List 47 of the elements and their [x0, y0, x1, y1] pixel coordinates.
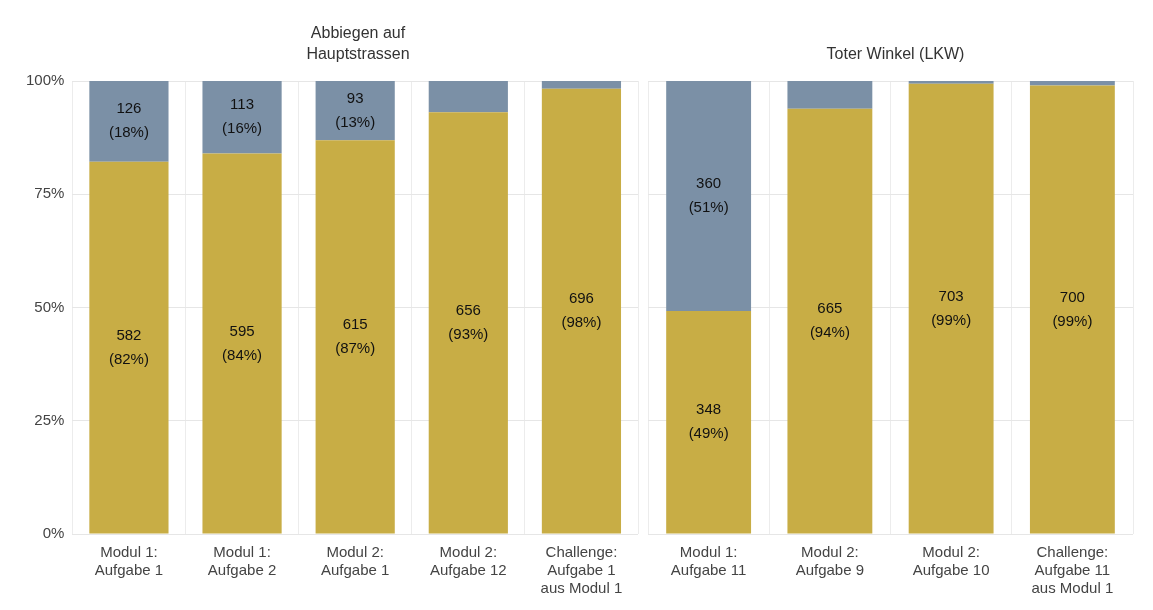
x-tick-label: Modul 2: Aufgabe 12	[429, 543, 507, 579]
bar	[666, 311, 752, 534]
x-tick-label: Challenge: Aufgabe 1 aus Modul 1	[540, 543, 623, 597]
bar	[315, 81, 395, 141]
data-label: 582 (82%)	[108, 325, 149, 367]
data-label: 595 (84%)	[222, 321, 263, 363]
bar	[428, 81, 508, 113]
bar	[787, 81, 873, 109]
data-label: 700 (99%)	[1052, 287, 1093, 329]
bar	[202, 153, 282, 534]
x-tick-label: Modul 2: Aufgabe 10	[912, 543, 990, 579]
y-tick-label: 75%	[34, 184, 65, 202]
bar	[787, 108, 873, 534]
data-label: 348 (49%)	[688, 400, 729, 442]
x-tick-label: Modul 2: Aufgabe 1	[320, 543, 390, 579]
data-label: 656 (93%)	[448, 301, 489, 343]
data-label: 615 (87%)	[335, 315, 376, 357]
bar	[666, 81, 752, 312]
bar	[1029, 85, 1115, 534]
data-label: 703 (99%)	[931, 286, 972, 328]
x-tick-label: Challenge: Aufgabe 11 aus Modul 1	[1031, 543, 1114, 597]
chart-title: Toter Winkel (LKW)	[826, 44, 965, 64]
data-label: 93 (13%)	[335, 88, 376, 130]
y-tick-label: 50%	[34, 297, 65, 315]
bar	[908, 83, 994, 534]
chart-title: Abbiegen auf Hauptstrassen	[306, 23, 410, 64]
bar	[315, 140, 395, 534]
y-tick-label: 0%	[42, 524, 65, 542]
data-label: 113 (16%)	[222, 95, 263, 137]
x-tick-label: Modul 2: Aufgabe 9	[795, 543, 865, 579]
bar	[541, 81, 622, 89]
bar	[541, 88, 622, 534]
x-tick-label: Modul 1: Aufgabe 1	[94, 543, 164, 579]
bar	[202, 81, 282, 154]
data-label: 360 (51%)	[688, 174, 729, 216]
bar	[89, 81, 169, 162]
x-tick-label: Modul 1: Aufgabe 11	[670, 543, 747, 579]
data-label: 126 (18%)	[108, 99, 149, 141]
y-tick-label: 25%	[34, 410, 65, 428]
x-tick-label: Modul 1: Aufgabe 2	[207, 543, 277, 579]
bar	[89, 161, 169, 534]
bar	[908, 81, 994, 84]
y-tick-label: 100%	[25, 71, 65, 89]
bar	[428, 112, 508, 534]
data-label: 665 (94%)	[809, 299, 850, 341]
data-label: 696 (98%)	[561, 289, 602, 331]
bar	[1029, 81, 1115, 86]
